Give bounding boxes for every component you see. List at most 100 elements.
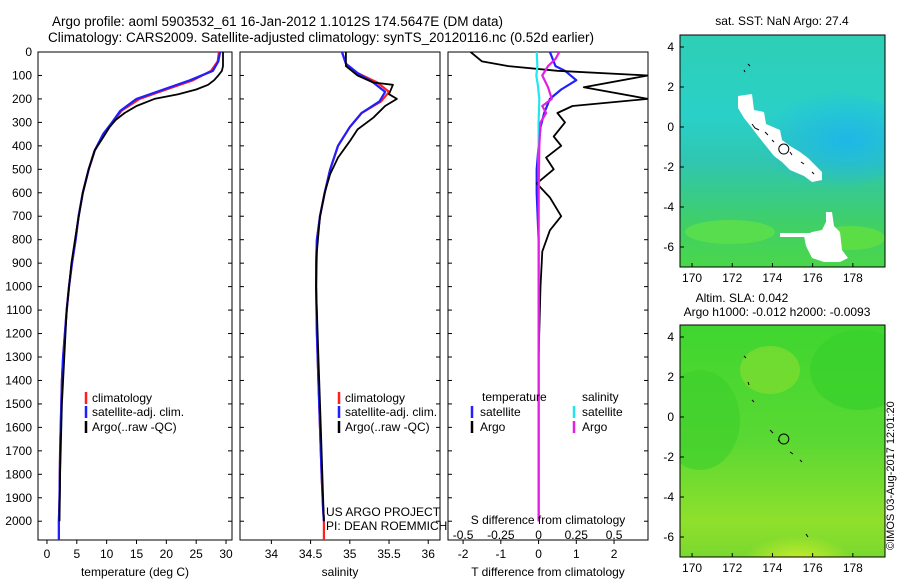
x-tick-label: 35 — [343, 547, 357, 561]
x-tick-label: 36 — [422, 547, 436, 561]
series-line-argo — [470, 52, 648, 522]
temperature-plot-frame — [37, 51, 233, 541]
salinity-axis-ticks: 34 34.5 35 35.5 36 — [240, 51, 440, 561]
x-tick-label: 30 — [219, 547, 233, 561]
legend-label-satellite: satellite-adj. clim. — [92, 405, 184, 419]
sst-map-frame — [679, 34, 886, 268]
sla-low-region — [810, 330, 885, 410]
x-tick-label: 20 — [160, 547, 174, 561]
sst-map-title: sat. SST: NaN Argo: 27.4 — [715, 14, 849, 28]
y-tick-label: 900 — [12, 256, 32, 270]
difference-xlabel-top: S difference from climatology — [471, 513, 626, 527]
x-tick-label: 0 — [535, 547, 542, 561]
y-tick-label: 600 — [12, 186, 32, 200]
legend-heading-temperature: temperature — [482, 390, 547, 404]
salinity-plot-frame — [239, 51, 441, 541]
sst-warm-region — [730, 90, 885, 190]
y-tick-label: 400 — [12, 139, 32, 153]
sla-argo-position-marker — [778, 433, 790, 445]
legend-label-argo: Argo(..raw -QC) — [345, 420, 430, 434]
temperature-panel: 0 5 10 15 20 25 300100200300400500600700800900… — [5, 45, 233, 579]
x-top-tick-label: -0.25 — [487, 528, 515, 542]
x-tick-label: 5 — [73, 547, 80, 561]
y-tick-label: 1700 — [5, 444, 32, 458]
y-tick-label: 1100 — [6, 303, 32, 317]
difference-plot-frame — [447, 51, 649, 541]
y-tick-label: 1500 — [5, 397, 32, 411]
map-y-tick-label: -4 — [663, 200, 674, 214]
map-y-tick-label: -6 — [663, 530, 674, 544]
legend-label-satellite: satellite-adj. clim. — [345, 405, 437, 419]
temperature-legend: climatology satellite-adj. clim. Argo(..… — [84, 391, 184, 434]
sla-map-title: Altim. SLA: 0.042 — [696, 291, 789, 305]
map-y-tick-label: -6 — [663, 240, 674, 254]
map-x-tick-label: 170 — [682, 561, 702, 575]
x-tick-label: 10 — [100, 547, 114, 561]
y-tick-label: 500 — [12, 162, 32, 176]
x-tick-label: -2 — [458, 547, 469, 561]
map-x-tick-label: 176 — [803, 271, 823, 285]
x-top-tick-label: 0.25 — [565, 528, 589, 542]
y-tick-label: 1200 — [5, 327, 32, 341]
sla-high-region — [710, 490, 870, 557]
salinity-xlabel: salinity — [322, 565, 359, 579]
sla-high-region — [740, 346, 800, 394]
y-tick-label: 800 — [12, 233, 32, 247]
map-x-tick-label: 174 — [762, 561, 782, 575]
sla-map-frame — [679, 324, 886, 558]
difference-xlabel-bottom: T difference from climatology — [471, 565, 625, 579]
x-tick-label: 1 — [573, 547, 580, 561]
project-annotation: US ARGO PROJECT — [326, 505, 441, 519]
sst-missing-data — [738, 94, 822, 182]
x-tick-label: 25 — [190, 547, 204, 561]
map-x-tick-label: 170 — [682, 271, 702, 285]
y-tick-label: 1000 — [5, 280, 32, 294]
y-tick-label: 100 — [12, 68, 32, 82]
map-y-tick-label: 4 — [667, 330, 674, 344]
map-y-tick-label: 4 — [667, 40, 674, 54]
map-y-tick-label: -2 — [663, 160, 674, 174]
map-y-tick-label: -4 — [663, 490, 674, 504]
salinity-series — [315, 52, 398, 540]
difference-panel: -2 -1 0 1 2 -0.5 -0.25 0 0.25 0.5 T difference fr… — [447, 51, 649, 579]
map-x-tick-label: 172 — [722, 271, 742, 285]
sst-map-panel: sat. SST: NaN Argo: 27.4 170 172 174 176 178… — [663, 14, 886, 285]
y-tick-label: 1900 — [5, 491, 32, 505]
series-line-argo — [315, 52, 398, 522]
figure-title-line2: Climatology: CARS2009. Satellite-adjuste… — [48, 30, 594, 45]
x-tick-label: 34.5 — [299, 547, 323, 561]
difference-series — [470, 52, 648, 522]
legend-label-s-argo: Argo — [582, 420, 608, 434]
legend-label-argo: Argo(..raw -QC) — [92, 420, 177, 434]
map-y-tick-label: 2 — [667, 80, 674, 94]
y-tick-label: 2000 — [5, 514, 32, 528]
y-tick-label: 1800 — [5, 467, 32, 481]
temperature-axis-ticks: 0 5 10 15 20 25 300100200300400500600700800900… — [5, 45, 233, 561]
y-tick-label: 0 — [25, 45, 32, 59]
difference-axis-ticks: -2 -1 0 1 2 -0.5 -0.25 0 0.25 0.5 — [448, 51, 648, 561]
legend-label-t-argo: Argo — [480, 420, 506, 434]
legend-label-s-satellite: satellite — [582, 405, 623, 419]
salinity-panel: 34 34.5 35 35.5 36 salinity climatology sate… — [239, 51, 447, 579]
sst-missing-data — [804, 212, 848, 262]
sst-argo-position-marker — [778, 143, 790, 155]
series-line-salinity_argo — [537, 52, 561, 522]
map-x-tick-label: 178 — [843, 271, 863, 285]
sla-low-region — [680, 370, 740, 470]
x-tick-label: 15 — [130, 547, 144, 561]
sst-green-patch — [685, 220, 775, 244]
series-line-argo — [58, 52, 224, 522]
map-x-tick-label: 178 — [843, 561, 863, 575]
sla-map-subtitle: Argo h1000: -0.012 h2000: -0.0093 — [684, 305, 871, 319]
legend-label-climatology: climatology — [92, 391, 152, 405]
sla-map-axis-ticks: 170 172 174 176 178 4 2 0 -2 -4 -6 — [663, 330, 863, 575]
map-x-tick-label: 176 — [803, 561, 823, 575]
map-x-tick-label: 172 — [722, 561, 742, 575]
y-tick-label: 1300 — [5, 350, 32, 364]
map-x-tick-label: 174 — [762, 271, 782, 285]
map-y-tick-label: 0 — [667, 410, 674, 424]
salinity-legend: climatology satellite-adj. clim. Argo(..… — [337, 391, 437, 434]
difference-legend: temperature salinity satellite Argo sate… — [470, 390, 623, 434]
y-tick-label: 1600 — [5, 420, 32, 434]
